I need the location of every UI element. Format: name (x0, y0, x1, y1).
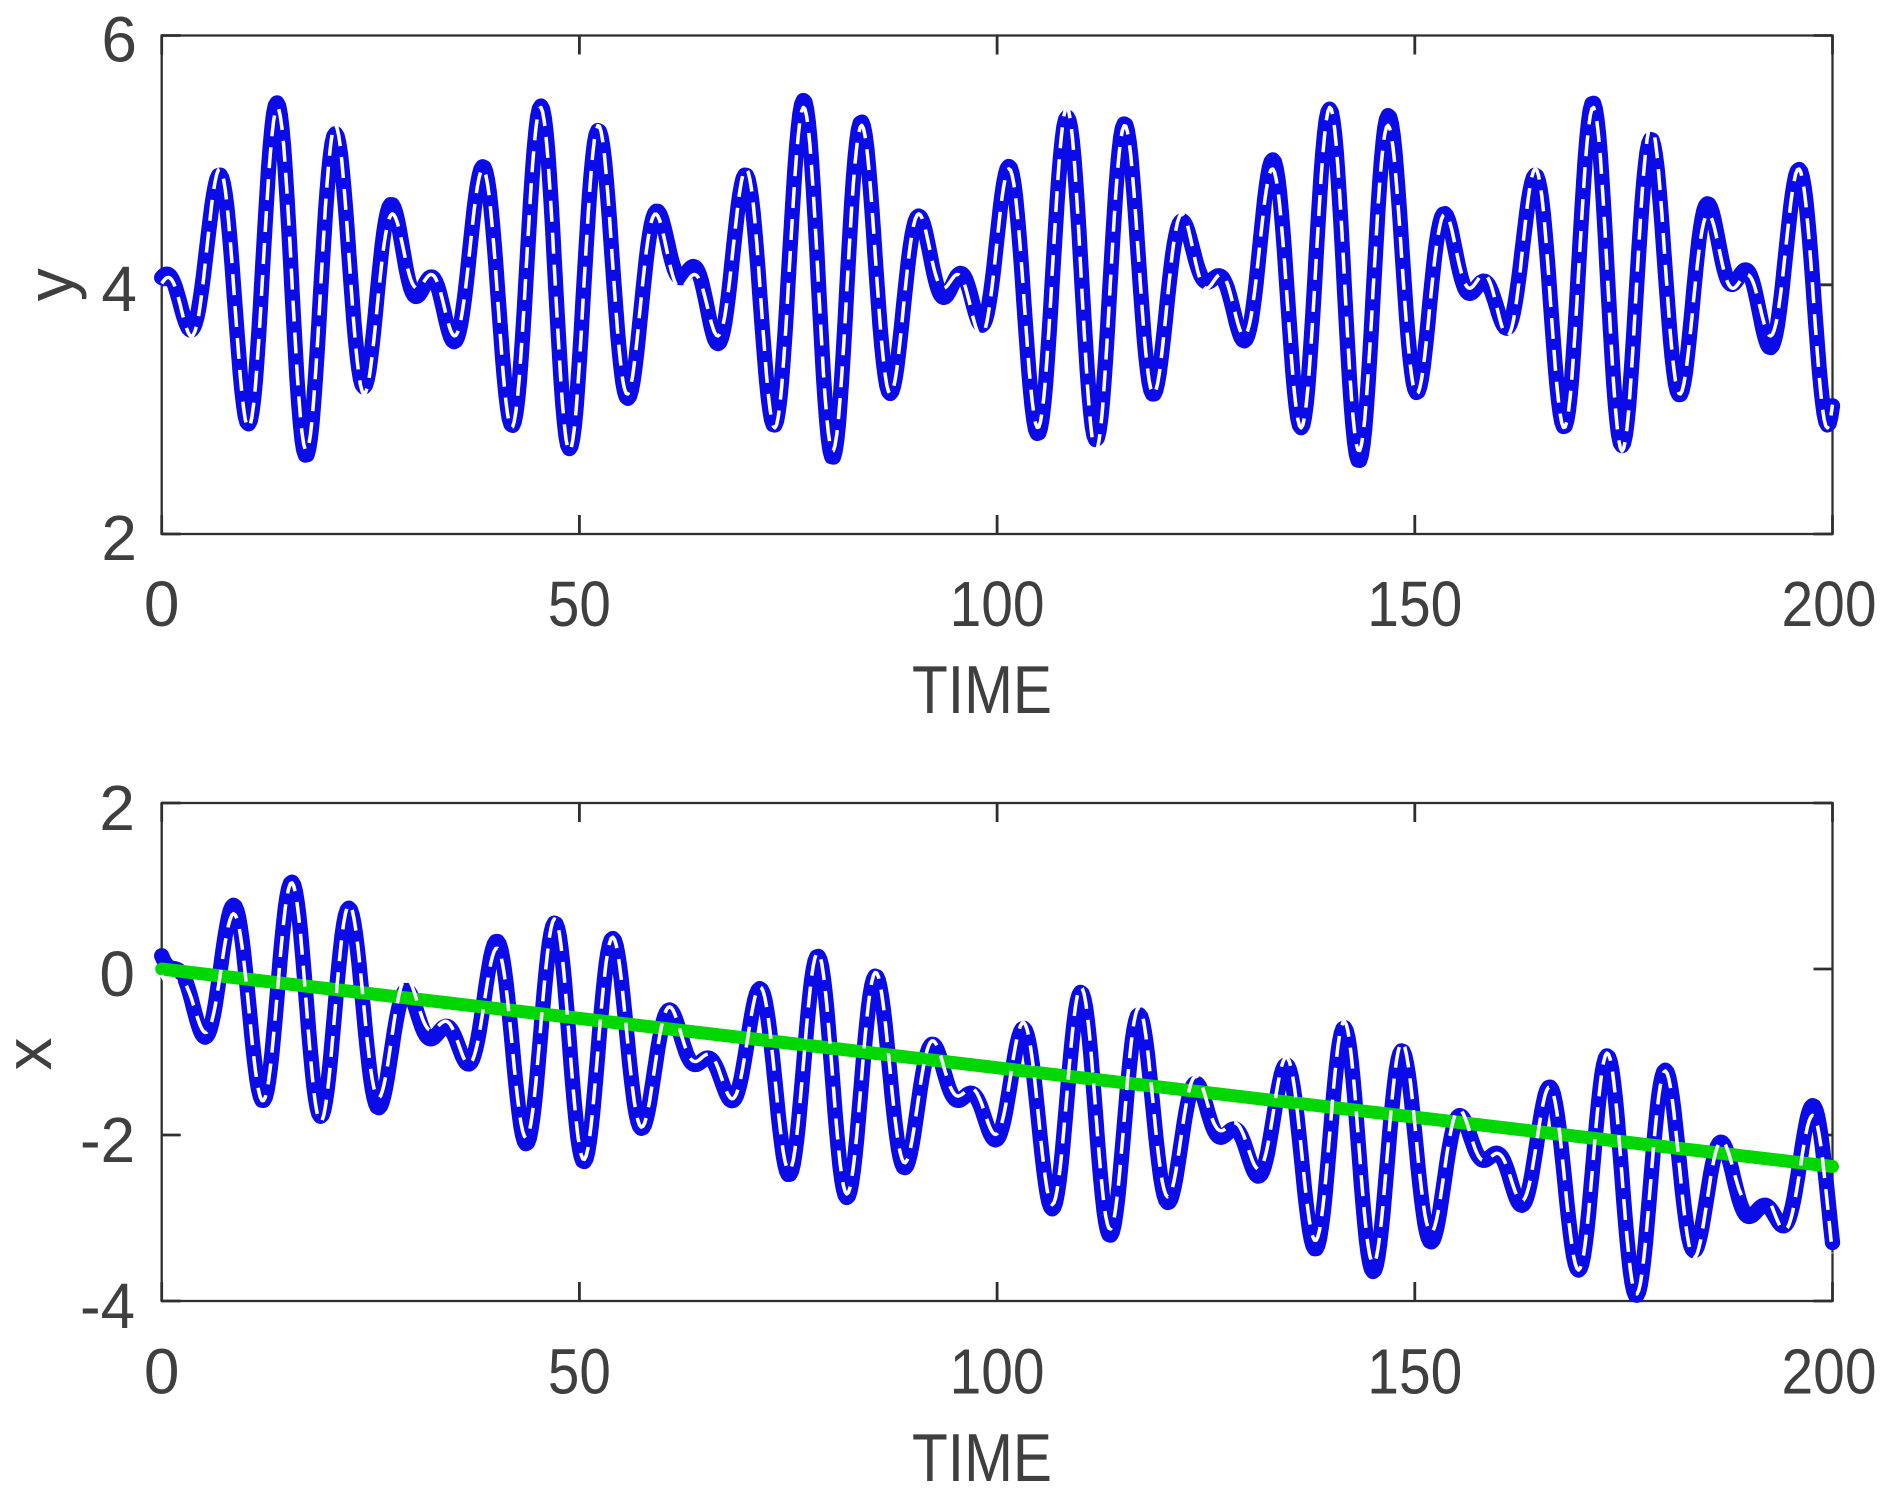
svg-text:TIME: TIME (912, 1420, 1052, 1496)
svg-text:0: 0 (99, 938, 135, 1010)
svg-text:100: 100 (950, 1336, 1045, 1408)
svg-text:150: 150 (1367, 568, 1462, 640)
svg-text:0: 0 (144, 568, 180, 640)
svg-text:200: 200 (1782, 568, 1877, 640)
svg-text:2: 2 (99, 772, 135, 844)
svg-text:x: x (0, 1038, 65, 1071)
svg-text:-2: -2 (80, 1104, 135, 1176)
svg-text:TIME: TIME (912, 652, 1052, 728)
svg-text:-4: -4 (80, 1270, 135, 1342)
svg-text:100: 100 (950, 568, 1045, 640)
svg-text:2: 2 (101, 502, 137, 574)
svg-text:50: 50 (548, 568, 611, 640)
svg-text:y: y (13, 268, 87, 301)
svg-text:200: 200 (1782, 1336, 1877, 1408)
svg-text:4: 4 (101, 253, 137, 325)
svg-text:6: 6 (101, 4, 137, 76)
svg-text:150: 150 (1367, 1336, 1462, 1408)
svg-text:0: 0 (144, 1336, 180, 1408)
svg-text:50: 50 (548, 1336, 611, 1408)
